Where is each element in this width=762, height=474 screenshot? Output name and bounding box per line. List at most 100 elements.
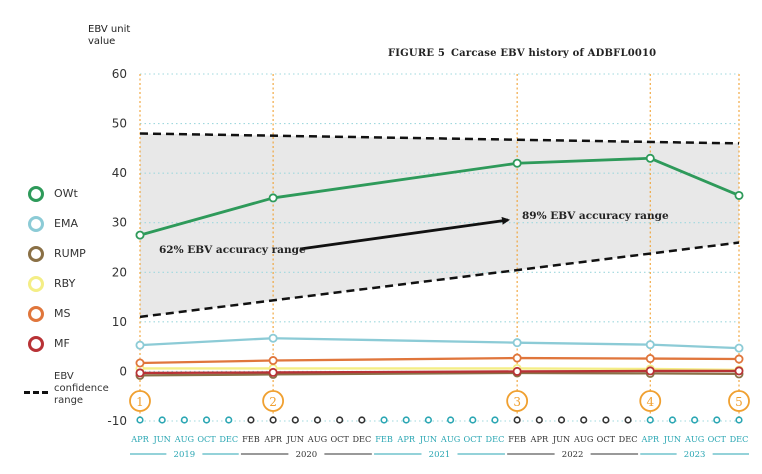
- x-tick-dot: [313, 416, 322, 424]
- legend-item-rump: RUMP: [22, 244, 112, 264]
- x-tick-dot: [668, 416, 677, 424]
- x-tick-dot: [469, 416, 477, 424]
- x-tick-dot: [380, 416, 388, 424]
- x-tick-label: FEB: [375, 434, 393, 444]
- point-ms-4: [645, 354, 655, 364]
- x-tick-dot: [180, 416, 188, 424]
- confidence-upper-line: [139, 132, 740, 145]
- point-ms-2: [268, 356, 278, 366]
- x-tick-dot: [424, 416, 433, 424]
- x-tick-label: AUG: [440, 434, 460, 444]
- y-tick-label: 0: [119, 364, 127, 378]
- evaluation-badge-label-1: 1: [136, 395, 144, 409]
- year-label-2020: 2020: [296, 450, 318, 460]
- x-tick-label: JUN: [153, 434, 171, 444]
- x-tick-label: DEC: [219, 434, 238, 444]
- point-ema-4: [645, 340, 655, 350]
- x-tick-label: APR: [530, 434, 549, 444]
- x-tick-dot: [735, 416, 743, 424]
- x-tick-label: AUG: [307, 434, 327, 444]
- x-tick-dot: [491, 416, 499, 424]
- legend-item-ms: MS: [22, 304, 112, 324]
- year-label-2022: 2022: [562, 450, 584, 460]
- x-tick-dot: [158, 416, 166, 424]
- x-tick-dot: [247, 416, 255, 424]
- x-tick-dot: [513, 416, 521, 424]
- legend-item-rby: RBY: [22, 274, 112, 294]
- x-tick-dot: [713, 416, 721, 424]
- x-tick-dot: [646, 416, 654, 424]
- point-mf-2: [268, 367, 278, 377]
- x-tick-label: OCT: [464, 434, 483, 444]
- point-ms-3: [512, 353, 522, 363]
- point-ms-5: [734, 354, 744, 364]
- x-tick-dot: [557, 416, 566, 424]
- evaluation-badge-3: [506, 390, 529, 412]
- point-mf-5: [734, 366, 744, 376]
- accuracy-arrow: [299, 216, 510, 251]
- point-ema-1: [135, 340, 145, 350]
- x-tick-label: APR: [396, 434, 415, 444]
- evaluation-badge-label-3: 3: [513, 395, 521, 409]
- point-ema-2: [268, 333, 278, 343]
- legend-swatch-mf: [28, 336, 44, 352]
- y-tick-label: 40: [112, 166, 127, 180]
- x-tick-label: OCT: [197, 434, 216, 444]
- x-tick-dot: [269, 416, 277, 424]
- x-tick-label: DEC: [730, 434, 749, 444]
- y-axis-title: EBV unit value: [88, 24, 131, 47]
- legend-label-rump: RUMP: [54, 247, 86, 260]
- x-tick-label: DEC: [619, 434, 638, 444]
- x-tick-dot: [691, 416, 699, 424]
- x-tick-label: DEC: [352, 434, 371, 444]
- annotation-62-accuracy: 62% EBV accuracy range: [159, 244, 306, 256]
- legend-item-confidence-range: EBV confidence range: [22, 371, 132, 417]
- x-tick-dot: [336, 416, 344, 424]
- x-tick-label: FEB: [242, 434, 260, 444]
- x-tick-label: APR: [640, 434, 659, 444]
- legend-swatch-rby: [28, 276, 44, 292]
- legend-label-ema: EMA: [54, 217, 78, 230]
- x-tick-label: JUN: [552, 434, 570, 444]
- legend-swatch-rump: [28, 246, 44, 262]
- legend-item-ema: EMA: [22, 214, 112, 234]
- x-tick-dot: [358, 416, 366, 424]
- evaluation-badge-label-2: 2: [269, 395, 277, 409]
- confidence-range-lines: [139, 132, 740, 319]
- x-tick-label: JUN: [419, 434, 437, 444]
- evaluation-badge-5: [728, 390, 750, 412]
- legend-label-confidence-range: EBV confidence range: [54, 371, 109, 406]
- point-owt-1: [135, 230, 145, 240]
- x-tick-dot: [225, 416, 233, 424]
- figure-title: FIGURE 5 Carcase EBV history of ADBFL0010: [388, 48, 656, 59]
- annotations: 62% EBV accuracy range 89% EBV accuracy r…: [159, 210, 669, 256]
- x-tick-label: DEC: [486, 434, 505, 444]
- legend-label-ms: MS: [54, 307, 71, 320]
- evaluation-badge-label-5: 5: [735, 395, 743, 409]
- x-tick-dot: [580, 416, 588, 424]
- y-tick-label: 20: [112, 265, 127, 279]
- point-mf-1: [135, 368, 145, 378]
- confidence-band: [140, 133, 739, 317]
- evaluation-badge-1: [129, 390, 151, 412]
- x-tick-label: OCT: [330, 434, 349, 444]
- x-tick-dot: [202, 416, 211, 424]
- point-ema-5: [734, 343, 744, 353]
- x-tick-label: AUG: [174, 434, 194, 444]
- x-tick-dot: [291, 416, 299, 424]
- x-tick-dot: [602, 416, 610, 424]
- legend-item-owt: OWt: [22, 184, 112, 204]
- figure-label: FIGURE 5: [388, 48, 446, 59]
- point-owt-2: [268, 193, 278, 203]
- x-tick-dot: [446, 416, 455, 424]
- x-tick-dot: [136, 416, 144, 424]
- evaluation-badge-label-4: 4: [646, 395, 654, 409]
- y-tick-label: -10: [107, 414, 127, 428]
- legend-swatch-ms: [28, 306, 44, 322]
- year-label-2021: 2021: [429, 450, 451, 460]
- chart-title: Carcase EBV history of ADBFL0010: [451, 48, 657, 59]
- x-tick-label: APR: [130, 434, 149, 444]
- point-owt-4: [645, 153, 655, 163]
